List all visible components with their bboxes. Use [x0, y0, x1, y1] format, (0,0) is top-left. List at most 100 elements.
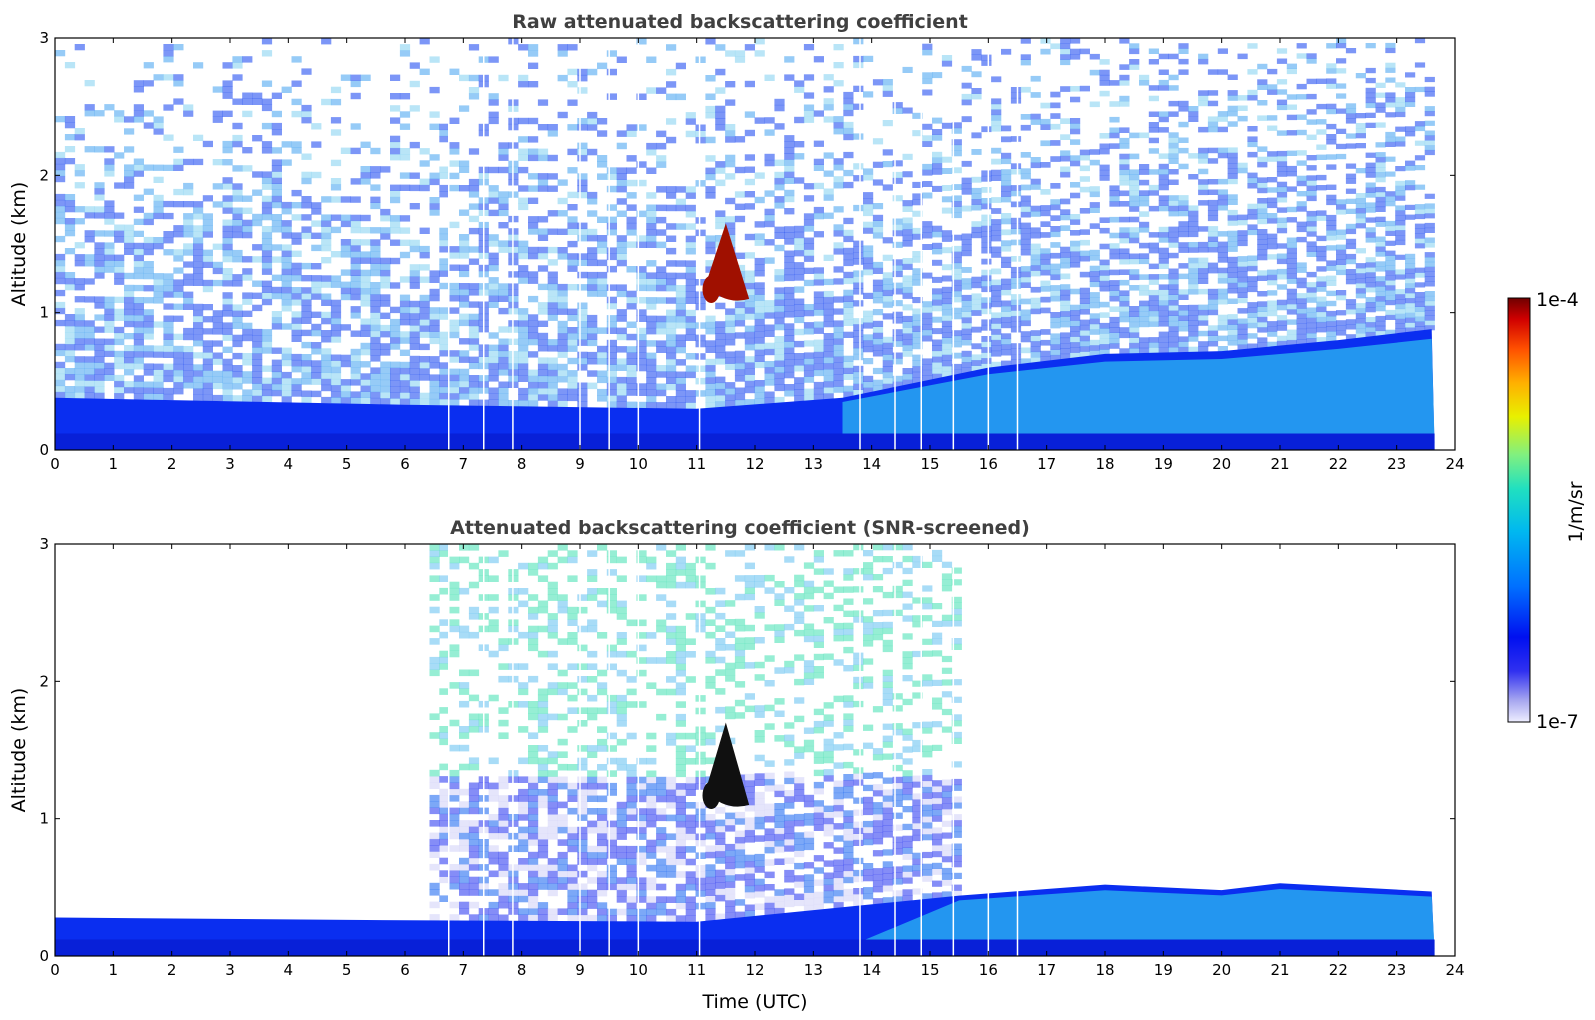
cloud-feature — [702, 722, 750, 810]
x-tick-label: 17 — [1037, 961, 1056, 979]
x-tick-label: 18 — [1095, 455, 1114, 473]
x-tick-label: 6 — [400, 961, 410, 979]
x-tick: 12 — [745, 38, 765, 473]
x-tick: 21 — [1270, 544, 1290, 979]
x-tick: 18 — [1095, 38, 1115, 473]
x-tick-label: 21 — [1270, 455, 1289, 473]
y-axis-label: Altitude (km) — [8, 182, 30, 307]
x-tick-label: 13 — [804, 961, 823, 979]
y-tick-label: 1 — [39, 810, 49, 828]
x-tick: 2 — [167, 38, 177, 473]
x-tick: 19 — [1154, 38, 1173, 473]
x-tick: 13 — [804, 544, 823, 979]
y-tick: 3 — [39, 535, 1455, 553]
x-tick: 19 — [1154, 544, 1173, 979]
y-tick-label: 3 — [39, 29, 49, 47]
raw-backscatter-panel: Raw attenuated backscattering coefficien… — [8, 11, 1465, 473]
x-tick: 18 — [1095, 544, 1115, 979]
colorbar-gradient — [1507, 297, 1531, 723]
x-tick-label: 14 — [862, 455, 881, 473]
x-tick: 16 — [979, 38, 998, 473]
x-tick-label: 12 — [745, 455, 764, 473]
x-tick: 1 — [109, 38, 118, 473]
x-tick-label: 21 — [1270, 961, 1289, 979]
y-axis-label: Altitude (km) — [8, 688, 30, 813]
x-tick-label: 20 — [1212, 455, 1231, 473]
x-tick: 16 — [979, 544, 998, 979]
x-tick: 0 — [50, 38, 60, 473]
x-tick: 9 — [575, 544, 585, 979]
x-tick: 24 — [1445, 38, 1465, 473]
boundary-layer — [55, 883, 1435, 956]
panel-title: Raw attenuated backscattering coefficien… — [512, 11, 968, 33]
x-tick-label: 17 — [1037, 455, 1056, 473]
x-axis-label: Time (UTC) — [701, 991, 807, 1013]
x-tick: 15 — [920, 544, 940, 979]
x-tick-label: 4 — [284, 961, 294, 979]
x-tick: 3 — [225, 38, 235, 473]
x-tick-label: 23 — [1387, 961, 1406, 979]
x-tick: 22 — [1329, 544, 1348, 979]
x-tick-label: 24 — [1445, 961, 1464, 979]
x-tick-label: 7 — [459, 455, 469, 473]
x-tick-label: 14 — [862, 961, 881, 979]
x-tick-label: 19 — [1154, 961, 1173, 979]
panel-title: Attenuated backscattering coefficient (S… — [450, 517, 1030, 539]
x-tick: 21 — [1270, 38, 1290, 473]
x-tick-label: 9 — [575, 961, 585, 979]
x-tick: 4 — [284, 38, 293, 473]
x-tick-label: 3 — [225, 961, 235, 979]
x-tick-label: 11 — [687, 455, 706, 473]
x-tick: 24 — [1445, 544, 1465, 979]
x-tick: 3 — [225, 544, 235, 979]
x-tick: 20 — [1212, 38, 1231, 473]
x-tick-label: 20 — [1212, 961, 1231, 979]
colorbar-max-label: 1e-4 — [1536, 289, 1579, 311]
x-tick-label: 8 — [517, 455, 527, 473]
noise-speckle — [55, 38, 1435, 409]
colorbar-unit-label: 1/m/sr — [1565, 481, 1587, 542]
x-tick: 23 — [1387, 38, 1406, 473]
colorbar-min-label: 1e-7 — [1536, 711, 1579, 733]
x-tick: 4 — [284, 544, 294, 979]
x-tick-label: 10 — [629, 961, 648, 979]
x-tick: 17 — [1037, 38, 1056, 473]
snr-screened-backscatter-panel: Attenuated backscattering coefficient (S… — [8, 517, 1465, 1013]
y-tick: 3 — [39, 29, 1455, 47]
y-tick: 0 — [39, 441, 1455, 459]
x-tick-label: 24 — [1445, 455, 1464, 473]
x-tick: 12 — [745, 544, 765, 979]
y-tick-label: 0 — [39, 441, 49, 459]
x-tick: 6 — [400, 544, 410, 979]
x-tick: 2 — [167, 544, 177, 979]
x-tick-label: 13 — [804, 455, 823, 473]
x-tick-label: 2 — [167, 455, 177, 473]
x-tick: 1 — [109, 544, 118, 979]
x-tick: 7 — [459, 544, 468, 979]
x-tick-label: 5 — [342, 961, 352, 979]
x-tick-label: 16 — [979, 961, 998, 979]
y-tick: 2 — [39, 166, 1455, 184]
x-tick-label: 19 — [1154, 455, 1173, 473]
x-tick-label: 22 — [1329, 455, 1348, 473]
x-tick-label: 22 — [1329, 961, 1348, 979]
x-tick: 10 — [629, 38, 648, 473]
x-tick-label: 11 — [687, 961, 706, 979]
x-tick-label: 8 — [517, 961, 527, 979]
colorbar: 1e-4 1e-7 1/m/sr — [1507, 289, 1587, 733]
y-tick-label: 1 — [39, 304, 49, 322]
x-tick-label: 0 — [50, 961, 60, 979]
x-tick: 11 — [687, 38, 706, 473]
y-tick-label: 2 — [39, 672, 49, 690]
x-tick-label: 3 — [225, 455, 235, 473]
y-tick-label: 0 — [39, 947, 49, 965]
x-tick: 9 — [575, 38, 585, 473]
x-tick-label: 2 — [167, 961, 177, 979]
x-tick: 13 — [804, 38, 823, 473]
y-tick: 1 — [39, 810, 1455, 828]
x-tick: 0 — [50, 544, 60, 979]
y-tick: 1 — [39, 304, 1455, 322]
x-tick: 22 — [1329, 38, 1348, 473]
x-tick: 8 — [517, 544, 527, 979]
cloud-feature — [702, 223, 750, 304]
